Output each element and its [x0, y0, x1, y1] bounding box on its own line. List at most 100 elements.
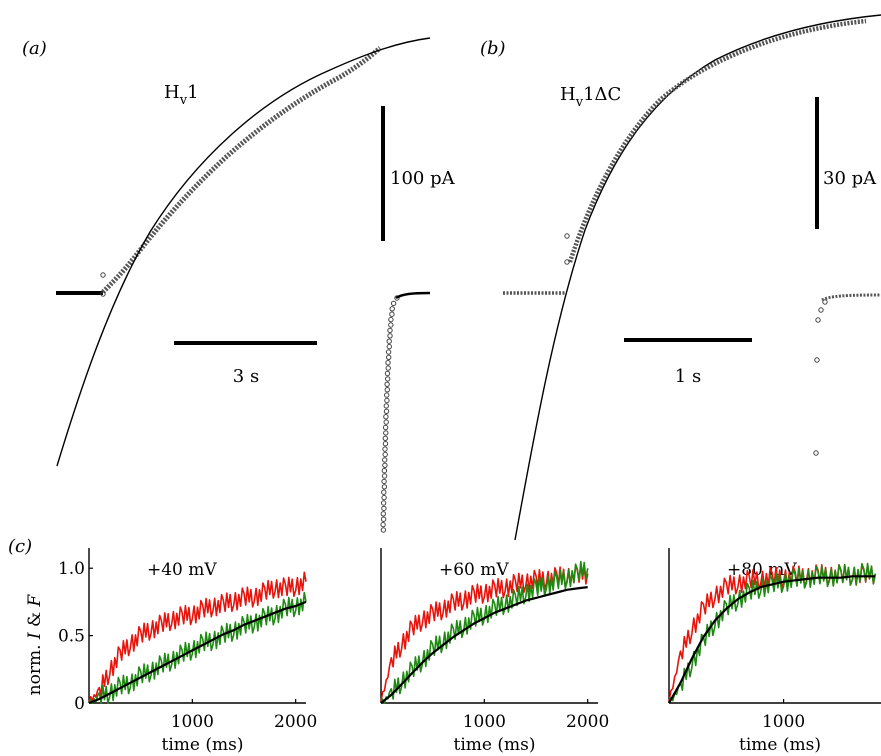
y-tick-label: 0.5 — [58, 627, 85, 647]
panel-a-tail-point — [385, 349, 392, 355]
panel-a-time-scalebar-label: 3 s — [233, 366, 259, 387]
subplot-1: 0 0.5 1.0 1000 2000 +40 mV time (ms) — [58, 548, 317, 755]
series-green-line — [88, 591, 307, 704]
panel-a-tail-point — [382, 457, 388, 463]
y-tick-label: 1.0 — [58, 559, 85, 579]
panel-a-tail-point — [382, 435, 388, 441]
panel-a-tail-point — [384, 381, 390, 387]
panel-b-tail-point — [815, 317, 821, 323]
panel-a-tail-point — [384, 397, 390, 404]
panel-a-tail-point — [387, 327, 393, 334]
x-axis-label: time (ms) — [739, 735, 821, 755]
panel-a-tail-plateau — [395, 291, 431, 300]
panel-a-tail-point — [381, 505, 387, 512]
y-axis-label-part: I — [25, 632, 45, 640]
subplot-title: +60 mV — [439, 560, 509, 580]
panel-a-tail-point — [382, 462, 388, 468]
panel-c-y-axis-label: norm. I & F — [25, 593, 45, 695]
panel-a-artifact-point — [100, 291, 106, 297]
series-red-line — [88, 571, 307, 702]
panel-a-tail-point — [380, 500, 387, 506]
panel-a-tail-point — [380, 511, 386, 517]
panel-a-tail-point — [381, 494, 387, 501]
panel-b-current-scalebar-label: 30 pA — [823, 168, 877, 189]
series-green-line — [380, 560, 589, 704]
panel-a-tail-point — [383, 430, 389, 436]
x-tick-label: 1000 — [463, 712, 506, 732]
panel-a-current-scalebar-label: 100 pA — [390, 168, 456, 189]
panel-a-tail-point — [389, 311, 395, 317]
panel-a-tail-point — [385, 365, 391, 371]
x-tick-label: 2000 — [566, 712, 609, 732]
panel-b-artifact-point — [564, 233, 570, 239]
panel-a-tail-point — [384, 387, 390, 393]
panel-b-tail-point — [814, 357, 820, 363]
subplot-title: +40 mV — [147, 560, 217, 580]
panel-a-tail-trace — [380, 295, 400, 533]
panel-b-tail-point — [813, 450, 819, 456]
panel-a-tail-point — [388, 322, 394, 328]
panel-b-fit-curve — [514, 14, 881, 541]
panel-b-construct-main: H — [560, 84, 576, 105]
panel-b-construct-label: Hv1ΔC — [560, 84, 621, 110]
panel-a-construct-label: Hv1 — [164, 82, 199, 108]
series-fit-line — [380, 586, 588, 704]
panel-a-construct-suffix: 1 — [187, 82, 198, 103]
panel-a-tail-point — [384, 392, 390, 398]
panel-a-tail-point — [382, 451, 388, 458]
subplot-2: 1000 2000 +60 mV time (ms) — [380, 548, 609, 755]
panel-a-tail-point — [383, 414, 389, 420]
panel-a-tail-point — [394, 295, 400, 301]
x-tick-label: 1000 — [762, 712, 805, 732]
y-axis-label-text: norm. I & F — [25, 593, 45, 695]
panel-a: (a) Hv1 100 pA 3 s — [22, 37, 456, 533]
panel-a-tail-point — [385, 376, 391, 382]
series-fit-line — [668, 575, 876, 704]
panel-a-tail-point — [384, 370, 391, 377]
panel-a-tail-point — [382, 424, 389, 431]
panel-a-artifact-point — [100, 272, 106, 278]
panel-a-tail-point — [381, 468, 388, 474]
x-axis-label: time (ms) — [454, 735, 536, 755]
panel-a-construct-sub: v — [179, 93, 188, 108]
panel-a-tail-point — [381, 478, 387, 485]
panel-a-tail-point — [380, 527, 387, 533]
panel-a-tail-point — [388, 316, 394, 323]
panel-a-tail-point — [380, 521, 386, 528]
panel-b-tail-trace — [813, 299, 828, 456]
panel-b-current-trace — [567, 18, 867, 263]
x-tick-label: 1000 — [171, 712, 214, 732]
panel-c-letter: (c) — [8, 536, 32, 557]
y-axis-label-part: norm. — [25, 639, 45, 695]
y-axis-label-part: F — [25, 593, 45, 607]
panel-a-tail-point — [387, 333, 393, 339]
panel-a-current-trace — [101, 46, 382, 294]
panel-a-tail-point — [385, 360, 391, 366]
panel-a-tail-point — [383, 419, 389, 425]
panel-b-letter: (b) — [480, 38, 506, 59]
x-tick-label: 2000 — [274, 712, 317, 732]
panel-a-letter: (a) — [22, 38, 47, 59]
panel-a-tail-point — [386, 343, 392, 350]
series-fit-line — [88, 600, 307, 705]
y-axis-label-part: & — [25, 606, 45, 632]
panel-b-construct-sub: v — [575, 95, 584, 110]
panel-c: (c) norm. I & F 0 0.5 1.0 1000 2000 +40 mV tim… — [8, 536, 881, 755]
panel-a-tail-point — [383, 408, 390, 414]
panel-b-tail-point — [822, 299, 828, 305]
panel-a-construct-main: H — [164, 82, 180, 103]
panel-a-tail-point — [383, 403, 389, 409]
panel-c-plots: 0 0.5 1.0 1000 2000 +40 mV time (ms) 1000 2000 +6… — [58, 548, 881, 755]
series-red-line — [380, 563, 589, 702]
panel-b: (b) Hv1ΔC 30 pA 1 s — [480, 14, 881, 541]
panel-a-tail-point — [381, 484, 388, 490]
y-tick-label: 0 — [74, 694, 85, 714]
panel-b-tail-point — [818, 307, 824, 313]
panel-a-tail-point — [382, 446, 388, 452]
panel-a-tail-point — [389, 306, 395, 312]
panel-a-tail-point — [386, 338, 392, 344]
panel-a-tail-point — [390, 300, 397, 307]
panel-a-tail-point — [381, 489, 387, 495]
